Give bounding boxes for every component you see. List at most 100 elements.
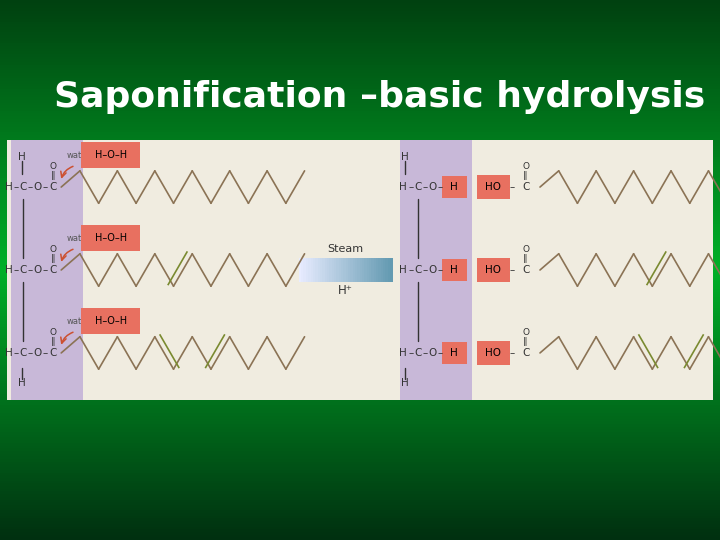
- Bar: [0, 370, 720, 373]
- Bar: [0, 254, 720, 256]
- Bar: [0, 286, 720, 289]
- Bar: [0, 221, 720, 224]
- Bar: [0, 297, 720, 300]
- Bar: [0, 219, 720, 221]
- Bar: [0, 11, 720, 14]
- Text: H: H: [18, 377, 25, 388]
- Bar: [0, 494, 720, 497]
- Bar: [0, 27, 720, 30]
- Bar: [0, 100, 720, 103]
- Bar: [0, 3, 720, 5]
- Bar: [0, 354, 720, 356]
- Text: C: C: [522, 182, 529, 192]
- Bar: [0, 216, 720, 219]
- FancyBboxPatch shape: [376, 258, 379, 282]
- Bar: [0, 456, 720, 459]
- Text: O: O: [33, 182, 42, 192]
- FancyBboxPatch shape: [348, 258, 351, 282]
- Text: water: water: [66, 234, 90, 243]
- Bar: [0, 521, 720, 524]
- Bar: [0, 427, 720, 429]
- Text: Steam: Steam: [328, 245, 364, 254]
- Bar: [0, 324, 720, 327]
- Text: ‖: ‖: [523, 336, 528, 346]
- Text: H⁺: H⁺: [338, 284, 353, 297]
- Bar: [0, 73, 720, 76]
- Bar: [0, 243, 720, 246]
- Bar: [0, 132, 720, 135]
- Bar: [0, 381, 720, 383]
- Bar: [0, 116, 720, 119]
- Text: H–O–H: H–O–H: [95, 316, 127, 326]
- Bar: [0, 305, 720, 308]
- Bar: [0, 437, 720, 440]
- FancyBboxPatch shape: [304, 258, 307, 282]
- Bar: [0, 386, 720, 389]
- Bar: [0, 400, 720, 402]
- Bar: [0, 94, 720, 97]
- Bar: [0, 383, 720, 386]
- Bar: [0, 135, 720, 138]
- Bar: [0, 197, 720, 200]
- Bar: [0, 202, 720, 205]
- Text: –: –: [42, 265, 48, 275]
- FancyBboxPatch shape: [343, 258, 346, 282]
- Bar: [0, 138, 720, 140]
- FancyBboxPatch shape: [320, 258, 323, 282]
- Bar: [0, 43, 720, 46]
- Bar: [0, 446, 720, 448]
- Text: ‖: ‖: [51, 171, 55, 180]
- Text: O: O: [522, 328, 529, 337]
- Bar: [0, 49, 720, 51]
- Text: C: C: [50, 182, 57, 192]
- Bar: [0, 32, 720, 35]
- FancyBboxPatch shape: [442, 259, 467, 281]
- Text: –: –: [509, 265, 515, 275]
- Bar: [0, 76, 720, 78]
- Bar: [0, 65, 720, 68]
- Text: C: C: [50, 348, 57, 358]
- Bar: [0, 181, 720, 184]
- FancyBboxPatch shape: [372, 258, 374, 282]
- Bar: [0, 486, 720, 489]
- Bar: [0, 292, 720, 294]
- Bar: [0, 46, 720, 49]
- Bar: [0, 524, 720, 526]
- Bar: [0, 535, 720, 537]
- Bar: [0, 510, 720, 513]
- Bar: [0, 108, 720, 111]
- Bar: [0, 319, 720, 321]
- Bar: [0, 410, 720, 413]
- Bar: [0, 467, 720, 470]
- Bar: [0, 235, 720, 238]
- Bar: [0, 184, 720, 186]
- FancyBboxPatch shape: [334, 258, 337, 282]
- Bar: [0, 211, 720, 213]
- FancyBboxPatch shape: [442, 342, 467, 364]
- Bar: [0, 186, 720, 189]
- Bar: [0, 502, 720, 505]
- Bar: [0, 416, 720, 418]
- Text: O: O: [428, 348, 437, 358]
- Text: –: –: [27, 182, 33, 192]
- Bar: [0, 448, 720, 451]
- FancyBboxPatch shape: [387, 258, 391, 282]
- Text: H: H: [451, 182, 458, 192]
- Bar: [0, 275, 720, 278]
- Bar: [0, 146, 720, 148]
- FancyBboxPatch shape: [346, 258, 348, 282]
- FancyBboxPatch shape: [477, 258, 510, 282]
- FancyBboxPatch shape: [327, 258, 330, 282]
- Bar: [0, 526, 720, 529]
- Bar: [0, 224, 720, 227]
- Text: –: –: [13, 348, 19, 358]
- Text: O: O: [50, 162, 57, 171]
- Bar: [0, 265, 720, 267]
- Text: HO: HO: [485, 265, 501, 275]
- Bar: [0, 338, 720, 340]
- Text: –: –: [509, 348, 515, 358]
- Bar: [0, 462, 720, 464]
- Bar: [0, 375, 720, 378]
- Bar: [0, 459, 720, 462]
- Bar: [0, 262, 720, 265]
